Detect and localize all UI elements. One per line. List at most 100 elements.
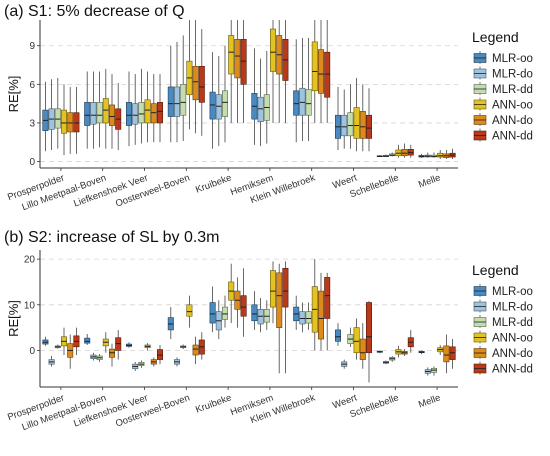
- legend-title: Legend: [472, 29, 519, 45]
- y-tick-label: 0: [29, 157, 35, 168]
- box-iqr: [269, 28, 276, 72]
- box-iqr: [324, 277, 331, 319]
- box-iqr: [84, 102, 91, 126]
- box: [167, 45, 174, 143]
- box: [276, 263, 283, 374]
- box-iqr: [240, 39, 247, 85]
- box-iqr: [228, 35, 235, 75]
- box-iqr: [167, 86, 174, 117]
- box: [180, 35, 187, 141]
- box: [418, 350, 425, 355]
- box-iqr: [317, 290, 324, 340]
- legend-item: ANN-do: [473, 346, 533, 360]
- box-iqr: [234, 39, 241, 79]
- box: [311, 259, 318, 351]
- box: [353, 77, 360, 152]
- box: [240, 20, 247, 123]
- box-iqr: [257, 96, 264, 122]
- box-iqr: [150, 103, 157, 124]
- box: [376, 350, 383, 354]
- legend-label: MLR-do: [492, 69, 533, 81]
- box: [234, 20, 241, 123]
- box: [347, 84, 354, 149]
- box: [269, 261, 276, 324]
- box-iqr: [353, 327, 360, 354]
- x-tick-label: Melle: [417, 392, 442, 410]
- box: [282, 261, 289, 374]
- box: [222, 295, 229, 328]
- box-iqr: [209, 302, 216, 324]
- box: [395, 345, 402, 358]
- box: [382, 154, 389, 158]
- box: [353, 318, 360, 360]
- box-iqr: [311, 41, 318, 92]
- box: [324, 272, 331, 351]
- box-iqr: [359, 111, 366, 139]
- panel-a: (a) S1: 5% decrease of Q0369RE[%]Prosper…: [4, 3, 533, 213]
- box-iqr: [180, 84, 187, 116]
- box: [228, 20, 235, 123]
- legend-label: ANN-oo: [492, 100, 533, 112]
- box: [449, 339, 456, 369]
- box: [424, 152, 431, 158]
- legend-label: ANN-dd: [492, 131, 533, 143]
- box: [437, 344, 444, 356]
- box: [54, 344, 61, 349]
- box: [401, 349, 408, 356]
- box: [132, 361, 139, 372]
- box: [263, 50, 270, 144]
- box-iqr: [401, 149, 408, 157]
- box: [54, 77, 61, 149]
- box: [407, 329, 414, 353]
- box-iqr: [276, 272, 283, 328]
- box-iqr: [269, 270, 276, 308]
- legend-label: ANN-dd: [492, 364, 533, 376]
- box: [90, 352, 97, 361]
- box: [299, 302, 306, 333]
- y-axis-label: RE[%]: [6, 300, 21, 337]
- box: [311, 20, 318, 123]
- panel-title: (a) S1: 5% decrease of Q: [4, 3, 185, 20]
- box: [365, 301, 372, 383]
- box: [382, 360, 389, 365]
- box: [215, 56, 222, 147]
- x-tick-label: Melle: [417, 172, 442, 190]
- box: [174, 357, 181, 367]
- box-iqr: [222, 90, 229, 117]
- box: [430, 366, 437, 376]
- box-iqr: [192, 344, 199, 356]
- box-iqr: [215, 94, 222, 120]
- legend-label: MLR-dd: [492, 84, 533, 96]
- box-iqr: [126, 102, 133, 126]
- box-iqr: [109, 104, 116, 126]
- box: [334, 323, 341, 346]
- box: [418, 153, 425, 158]
- box: [67, 86, 74, 154]
- box: [376, 155, 383, 158]
- box: [317, 20, 324, 123]
- box: [186, 20, 193, 130]
- box-iqr: [365, 302, 372, 354]
- legend-item: MLR-oo: [473, 51, 533, 65]
- box: [157, 344, 164, 365]
- legend-item: ANN-do: [473, 113, 533, 127]
- box: [257, 58, 264, 147]
- box: [198, 332, 205, 360]
- box: [365, 88, 372, 152]
- box: [84, 71, 91, 149]
- box: [109, 74, 116, 149]
- box: [144, 343, 151, 351]
- box-iqr: [138, 102, 145, 124]
- box-iqr: [299, 87, 306, 116]
- box: [209, 52, 216, 149]
- box-iqr: [174, 86, 181, 117]
- box: [48, 79, 55, 150]
- y-tick-label: 6: [29, 80, 35, 91]
- box: [157, 74, 164, 143]
- legend-item: MLR-dd: [473, 82, 533, 96]
- box: [186, 295, 193, 328]
- box: [138, 68, 145, 144]
- box: [102, 332, 109, 353]
- box: [96, 71, 103, 148]
